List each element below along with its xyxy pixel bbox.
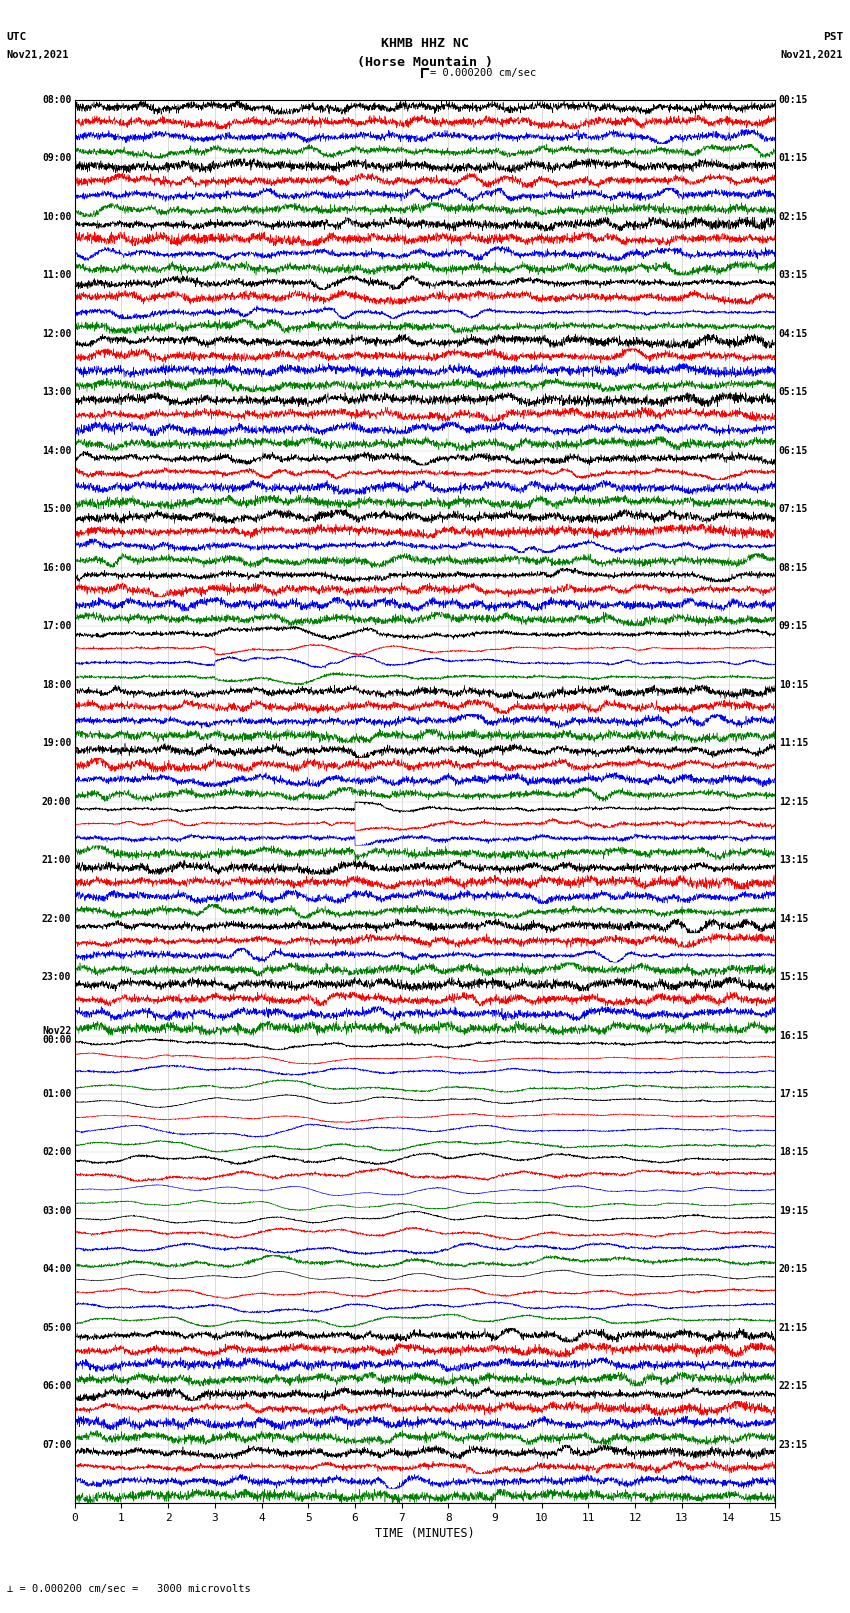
Text: 13:15: 13:15	[779, 855, 808, 865]
Text: 22:00: 22:00	[42, 913, 71, 924]
Text: 09:00: 09:00	[42, 153, 71, 163]
Text: 10:00: 10:00	[42, 211, 71, 223]
Text: 20:15: 20:15	[779, 1265, 808, 1274]
Text: 12:00: 12:00	[42, 329, 71, 339]
Text: 07:15: 07:15	[779, 505, 808, 515]
Text: = 0.000200 cm/sec: = 0.000200 cm/sec	[430, 68, 536, 79]
Text: 23:00: 23:00	[42, 973, 71, 982]
Text: 06:15: 06:15	[779, 445, 808, 456]
Text: 01:15: 01:15	[779, 153, 808, 163]
Text: KHMB HHZ NC: KHMB HHZ NC	[381, 37, 469, 50]
Text: 15:15: 15:15	[779, 973, 808, 982]
Text: (Horse Mountain ): (Horse Mountain )	[357, 56, 493, 69]
Text: 19:00: 19:00	[42, 739, 71, 748]
Text: 20:00: 20:00	[42, 797, 71, 806]
Text: 17:15: 17:15	[779, 1089, 808, 1098]
Text: 00:15: 00:15	[779, 95, 808, 105]
Text: 14:15: 14:15	[779, 913, 808, 924]
Text: 19:15: 19:15	[779, 1207, 808, 1216]
Text: 21:00: 21:00	[42, 855, 71, 865]
Text: 02:15: 02:15	[779, 211, 808, 223]
Text: 03:15: 03:15	[779, 271, 808, 281]
Text: 18:00: 18:00	[42, 679, 71, 690]
Text: 02:00: 02:00	[42, 1147, 71, 1158]
Text: UTC: UTC	[7, 32, 27, 42]
Text: 21:15: 21:15	[779, 1323, 808, 1332]
Text: 18:15: 18:15	[779, 1147, 808, 1158]
Text: 04:00: 04:00	[42, 1265, 71, 1274]
Text: 07:00: 07:00	[42, 1440, 71, 1450]
Text: ⊥ = 0.000200 cm/sec =   3000 microvolts: ⊥ = 0.000200 cm/sec = 3000 microvolts	[7, 1584, 251, 1594]
Text: 14:00: 14:00	[42, 445, 71, 456]
Text: 05:00: 05:00	[42, 1323, 71, 1332]
Text: 11:15: 11:15	[779, 739, 808, 748]
Text: 08:15: 08:15	[779, 563, 808, 573]
Text: 06:00: 06:00	[42, 1381, 71, 1392]
Text: 11:00: 11:00	[42, 271, 71, 281]
Text: 13:00: 13:00	[42, 387, 71, 397]
Text: 22:15: 22:15	[779, 1381, 808, 1392]
Text: 16:15: 16:15	[779, 1031, 808, 1040]
Text: 05:15: 05:15	[779, 387, 808, 397]
Text: 17:00: 17:00	[42, 621, 71, 631]
Text: 23:15: 23:15	[779, 1440, 808, 1450]
Text: 03:00: 03:00	[42, 1207, 71, 1216]
Text: 15:00: 15:00	[42, 505, 71, 515]
Text: Nov22
00:00: Nov22 00:00	[42, 1026, 71, 1045]
X-axis label: TIME (MINUTES): TIME (MINUTES)	[375, 1528, 475, 1540]
Text: 12:15: 12:15	[779, 797, 808, 806]
Text: 09:15: 09:15	[779, 621, 808, 631]
Text: 08:00: 08:00	[42, 95, 71, 105]
Text: 04:15: 04:15	[779, 329, 808, 339]
Text: 01:00: 01:00	[42, 1089, 71, 1098]
Text: Nov21,2021: Nov21,2021	[780, 50, 843, 60]
Text: 10:15: 10:15	[779, 679, 808, 690]
Text: Nov21,2021: Nov21,2021	[7, 50, 70, 60]
Text: PST: PST	[823, 32, 843, 42]
Text: 16:00: 16:00	[42, 563, 71, 573]
